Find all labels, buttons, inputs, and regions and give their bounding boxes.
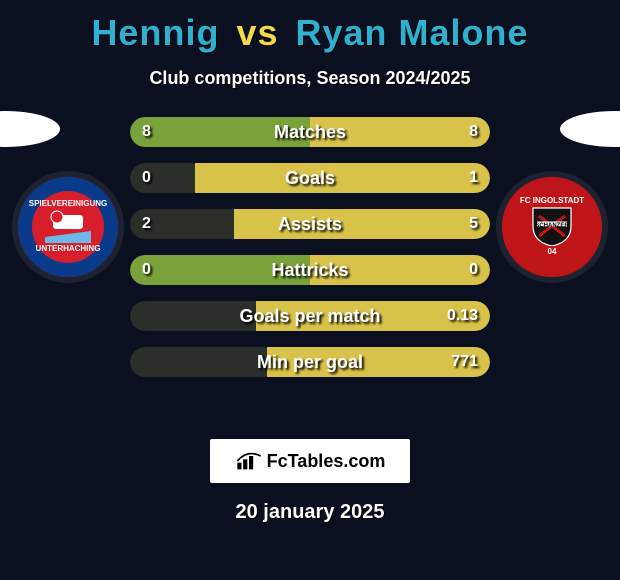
stat-bar-left (130, 117, 310, 147)
stat-bar-left (130, 347, 267, 377)
stat-bar-right (310, 117, 490, 147)
logo-right-top: FC INGOLSTADT (520, 197, 584, 206)
stat-bar-left (130, 209, 234, 239)
player1-name: Hennig (91, 12, 219, 53)
stat-row-goals-per-match: Goals per match0.13 (130, 301, 490, 331)
branding-text: FcTables.com (267, 451, 386, 472)
stat-bar-left (130, 163, 195, 193)
comparison-title: Hennig vs Ryan Malone (0, 0, 620, 54)
logo-left-inner: SPIELVEREINIGUNG UNTERHACHING (23, 194, 114, 260)
logo-right-bottom: 04 (520, 248, 584, 257)
subtitle: Club competitions, Season 2024/2025 (0, 68, 620, 89)
stat-bar-right (256, 301, 490, 331)
stat-bar-right (234, 209, 490, 239)
stat-row-assists: Assists25 (130, 209, 490, 239)
stat-row-goals: Goals01 (130, 163, 490, 193)
team-logo-left: SPIELVEREINIGUNG UNTERHACHING (18, 177, 118, 277)
team-logo-right: FC INGOLSTADT SCHANZER 04 (502, 177, 602, 277)
logo-right-inner: FC INGOLSTADT SCHANZER 04 (514, 191, 590, 263)
branding-badge: FcTables.com (210, 439, 410, 483)
stat-bars: Matches88 Goals01 Assists25 Hattricks00 Goal… (130, 117, 490, 393)
right-oval (560, 111, 620, 147)
logo-right-mid: SCHANZER (535, 223, 569, 229)
stat-bar-right (195, 163, 490, 193)
date-text: 20 january 2025 (0, 501, 620, 524)
branding-icon (235, 451, 263, 471)
vs-text: vs (236, 12, 278, 53)
logo-left-bottom: UNTERHACHING (29, 245, 108, 254)
stat-row-matches: Matches88 (130, 117, 490, 147)
comparison-stage: SPIELVEREINIGUNG UNTERHACHING FC INGOLST… (0, 117, 620, 417)
stat-row-min-per-goal: Min per goal771 (130, 347, 490, 377)
logo-right-art: SCHANZER (529, 206, 575, 246)
stat-bar-right (310, 255, 490, 285)
logo-left-art (45, 209, 91, 243)
left-oval (0, 111, 60, 147)
logo-left-top: SPIELVEREINIGUNG (29, 200, 108, 209)
stat-bar-left (130, 255, 310, 285)
stat-bar-right (267, 347, 490, 377)
stat-bar-left (130, 301, 256, 331)
player2-name: Ryan Malone (296, 12, 529, 53)
stat-row-hattricks: Hattricks00 (130, 255, 490, 285)
